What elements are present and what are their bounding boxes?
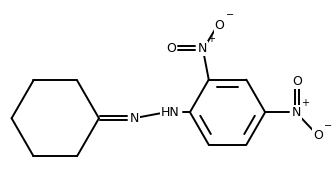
- Text: N: N: [198, 42, 207, 55]
- Text: O: O: [215, 19, 224, 32]
- Text: −: −: [324, 121, 332, 131]
- Text: N: N: [129, 112, 139, 125]
- Text: N: N: [292, 106, 302, 119]
- Text: O: O: [292, 75, 302, 88]
- Text: +: +: [300, 98, 309, 108]
- Text: −: −: [226, 10, 234, 20]
- Text: O: O: [313, 129, 323, 142]
- Text: O: O: [166, 42, 176, 55]
- Text: HN: HN: [161, 106, 180, 119]
- Text: +: +: [207, 34, 214, 44]
